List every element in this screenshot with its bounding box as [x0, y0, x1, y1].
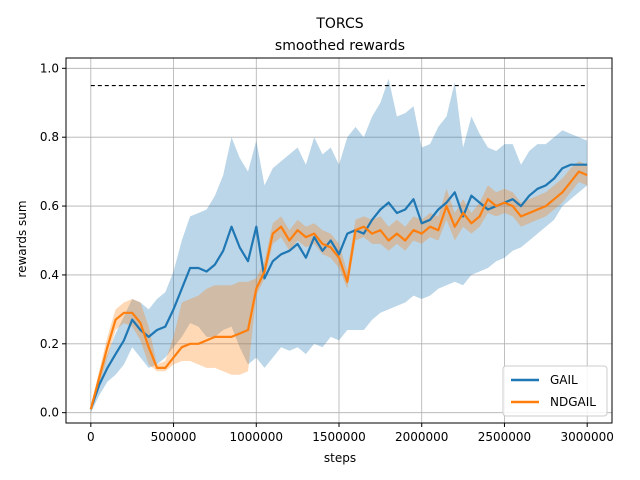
x-axis-label: steps [324, 451, 356, 465]
legend-label-gail: GAIL [550, 373, 578, 387]
y-tick-label: 0.8 [40, 130, 59, 144]
chart-title: TORCS [315, 16, 363, 32]
x-axis-ticks: 0 500000 1000000 1500000 2000000 2500000 30000… [87, 423, 614, 444]
series-lines [89, 163, 588, 410]
legend-label-ndgail: NDGAIL [550, 395, 596, 409]
band-gail [90, 78, 588, 413]
legend-box [502, 365, 608, 417]
y-tick-label: 1.0 [40, 61, 59, 75]
chart-subtitle: smoothed rewards [275, 38, 405, 54]
x-tick-label: 1000000 [230, 430, 283, 444]
legend: GAIL NDGAIL [502, 365, 608, 417]
band-ndgail [90, 161, 588, 413]
x-tick-label: 1500000 [312, 430, 365, 444]
confidence-bands [90, 78, 588, 413]
x-tick-label: 3000000 [560, 430, 613, 444]
series-line-ndgail [89, 170, 588, 410]
y-tick-label: 0.4 [40, 268, 59, 282]
y-axis-ticks: 0.0 0.2 0.4 0.6 0.8 1.0 [40, 61, 66, 420]
y-axis-label: rewards sum [15, 200, 29, 277]
x-tick-label: 2500000 [478, 430, 531, 444]
x-tick-label: 2000000 [395, 430, 448, 444]
x-tick-label: 0 [87, 430, 95, 444]
x-tick-label: 500000 [151, 430, 197, 444]
y-tick-label: 0.6 [40, 199, 59, 213]
y-tick-label: 0.2 [40, 337, 59, 351]
y-tick-label: 0.0 [40, 406, 59, 420]
